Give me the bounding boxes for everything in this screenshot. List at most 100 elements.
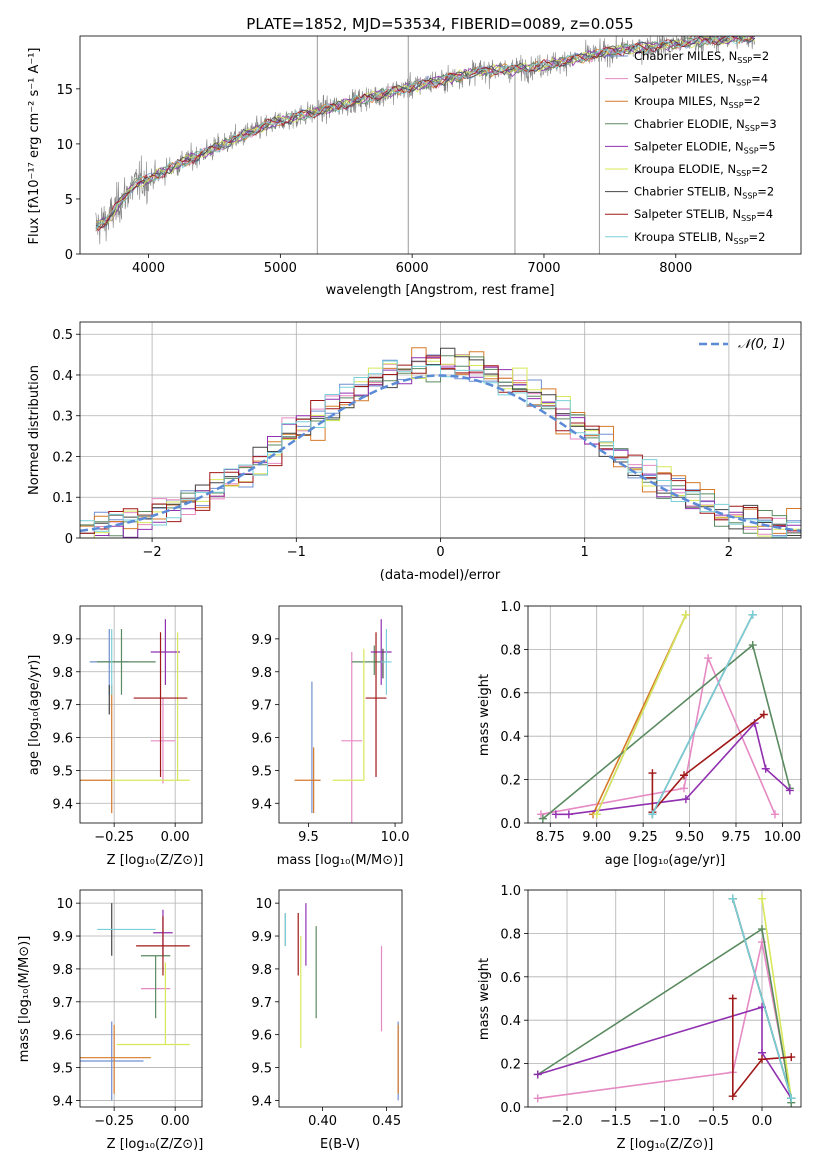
chart-title: PLATE=1852, MJD=53534, FIBERID=0089, z=0…	[246, 15, 633, 33]
x-tick-label: −0.5	[697, 1114, 729, 1129]
y-tick-label: 1.0	[500, 600, 521, 615]
x-tick-label: 0.45	[372, 1114, 401, 1129]
data-point-marker	[648, 769, 657, 778]
y-tick-label: 0.8	[500, 643, 521, 658]
y-tick-label: 0	[65, 248, 73, 263]
data-point-marker	[728, 894, 737, 903]
legend: Chabrier MILES, NSSP=2 Salpeter MILES, NS…	[605, 49, 777, 246]
y-tick-label: 9.5	[52, 1062, 73, 1077]
y-tick-label: 9.9	[251, 930, 272, 945]
data-point-marker	[761, 764, 770, 773]
y-axis-label: Flux [fλ10⁻¹⁷ erg cm⁻² s⁻¹ A⁻¹]	[27, 48, 42, 245]
legend-label: Chabrier ELODIE, NSSP=3	[634, 117, 777, 133]
data-point-marker	[748, 610, 757, 619]
axes-frame	[527, 605, 802, 824]
y-tick-label: 0.2	[500, 1058, 521, 1073]
y-tick-label: 5	[65, 193, 73, 208]
y-tick-label: 9.4	[251, 797, 272, 812]
x-tick-label: 9.50	[675, 830, 704, 845]
y-tick-label: 9.8	[251, 963, 272, 978]
y-tick-label: 0.0	[500, 1101, 521, 1116]
age-vs-mass-panel: mass [log₁₀(M/M⊙)] 9.5 10.0 9.4 9.5 9.6 9.7 9.…	[251, 605, 410, 868]
y-tick-label: 9.5	[251, 764, 272, 779]
mass-weight-line	[595, 614, 687, 815]
x-tick-label: 10.0	[381, 830, 410, 845]
y-tick-label: 0.0	[500, 817, 521, 832]
y-tick-label: 9.5	[251, 1062, 272, 1077]
mass-weight-line	[651, 614, 754, 815]
y-tick-label: 9.6	[52, 1029, 73, 1044]
x-tick-label: 8.75	[536, 830, 565, 845]
data-point-marker	[533, 1070, 542, 1079]
weight-vs-metallicity-panel: Z [log₁₀(Z/Z⊙)] mass weight −2.0 −1.5 −1.0…	[477, 884, 802, 1152]
plot-area	[294, 619, 392, 823]
y-tick-label: 9.8	[52, 666, 73, 681]
x-tick-label: −1	[287, 545, 306, 560]
plot-area	[80, 903, 190, 1101]
data-point-marker	[758, 894, 766, 903]
axes-frame	[79, 321, 802, 539]
axes-frame	[79, 35, 802, 255]
axes-frame	[527, 889, 802, 1108]
y-tick-label: 9.6	[52, 732, 73, 747]
mass-weight-line	[761, 898, 793, 1099]
x-tick-label: 4000	[132, 261, 165, 276]
y-tick-label: 9.9	[52, 633, 73, 648]
data-point-marker	[648, 810, 657, 819]
gaussian-curve	[80, 374, 801, 533]
x-tick-label: 9.00	[582, 830, 611, 845]
data-point-marker	[771, 810, 779, 819]
mass-weight-line	[537, 1006, 792, 1099]
data-point-marker	[704, 654, 713, 663]
residuals-panel: (data-model)/error Normed distribution −…	[27, 321, 802, 583]
model-spectrum-line	[95, 36, 756, 229]
x-tick-label: 7000	[527, 261, 560, 276]
data-point-marker	[681, 795, 690, 804]
mass-weight-line	[732, 998, 792, 1099]
model-spectrum-line	[95, 36, 751, 232]
data-point-marker	[758, 925, 766, 934]
legend-label: Salpeter STELIB, NSSP=4	[634, 207, 773, 223]
y-tick-label: 9.4	[52, 797, 73, 812]
data-point-marker	[538, 814, 547, 823]
x-tick-label: 0.40	[308, 1114, 337, 1129]
y-tick-label: 0.6	[500, 971, 521, 986]
y-tick-label: 1.0	[500, 884, 521, 899]
x-tick-label: 9.5	[298, 830, 319, 845]
y-tick-label: 0.4	[52, 369, 73, 384]
y-tick-label: 10	[56, 897, 73, 912]
y-tick-label: 9.8	[251, 666, 272, 681]
axes-frame	[79, 889, 203, 1108]
data-point-marker	[748, 641, 757, 650]
x-tick-label: 8000	[659, 261, 692, 276]
axes-frame	[278, 605, 403, 824]
data-point-marker	[592, 810, 601, 819]
x-axis-label: Z [log₁₀(Z/Z⊙)]	[107, 853, 204, 868]
y-tick-label: 9.7	[251, 699, 272, 714]
y-axis-label: mass weight	[477, 674, 492, 756]
y-tick-label: 9.9	[251, 633, 272, 648]
y-tick-label: 0	[65, 532, 73, 547]
legend-label: Kroupa STELIB, NSSP=2	[634, 230, 765, 246]
model-spectrum-line	[95, 36, 748, 231]
data-point-marker	[759, 710, 768, 719]
plot-area	[284, 903, 399, 1101]
y-tick-label: 0.6	[500, 687, 521, 702]
y-tick-label: 9.6	[251, 732, 272, 747]
x-tick-label: −0.25	[94, 1114, 134, 1129]
x-tick-label: 0.00	[161, 1114, 190, 1129]
y-axis-label: mass [log₁₀(M/M⊙)]	[17, 936, 32, 1063]
x-axis-label: Z [log₁₀(Z/Z⊙)]	[107, 1137, 204, 1152]
spectrum-panel: PLATE=1852, MJD=53534, FIBERID=0089, z=0…	[27, 15, 802, 298]
residual-histogram	[80, 355, 801, 534]
legend-label: Salpeter MILES, NSSP=4	[634, 72, 768, 88]
model-spectrum-line	[95, 36, 755, 224]
data-point-marker	[533, 1094, 542, 1103]
age-vs-metallicity-panel: Z [log₁₀(Z/Z⊙)] age [log₁₀(age/yr)] −0.2…	[27, 605, 204, 868]
x-tick-label: 0.00	[161, 830, 190, 845]
plot-area	[533, 894, 796, 1107]
legend-label: Chabrier STELIB, NSSP=2	[634, 185, 774, 201]
x-tick-label: 6000	[396, 261, 429, 276]
x-tick-label: −0.25	[94, 830, 134, 845]
